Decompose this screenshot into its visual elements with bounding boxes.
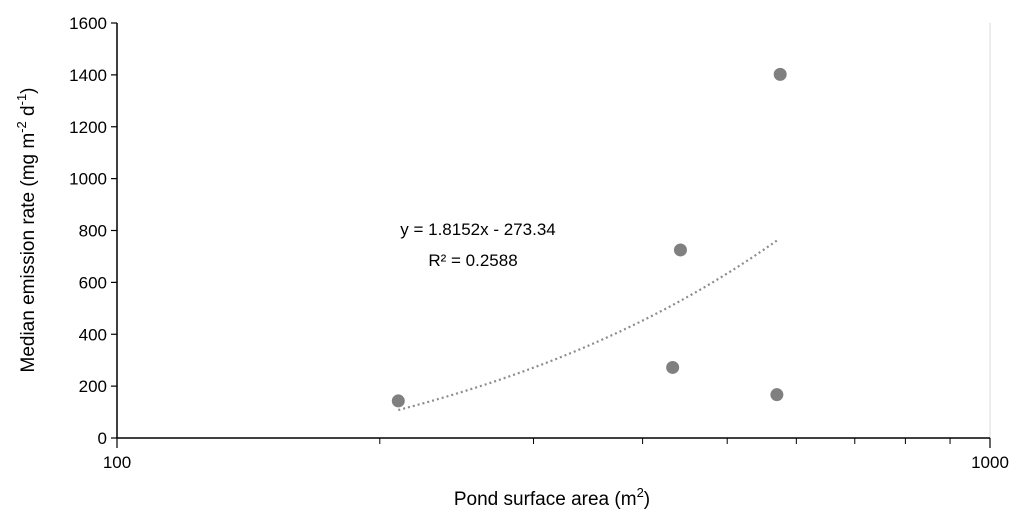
y-tick-label: 1600 xyxy=(69,14,107,33)
y-tick-label: 1000 xyxy=(69,170,107,189)
trendline xyxy=(398,239,778,412)
x-tick-label: 100 xyxy=(103,453,131,472)
y-tick-label: 600 xyxy=(79,273,107,292)
x-axis-title: Pond surface area (m2) xyxy=(454,485,650,510)
trendline-equation: y = 1.8152x - 273.34 xyxy=(400,220,555,239)
y-axis-ticks: 0 200 400 600 800 1000 1200 1400 1600 xyxy=(69,14,117,448)
trendline-r2: R² = 0.2588 xyxy=(428,251,517,270)
data-point xyxy=(391,394,405,408)
data-points xyxy=(391,67,787,408)
x-tick-label: 1000 xyxy=(971,453,1009,472)
x-axis-ticks: 100 1000 xyxy=(103,438,1009,472)
data-point xyxy=(673,243,687,257)
data-point xyxy=(770,388,784,402)
y-tick-label: 200 xyxy=(79,377,107,396)
y-tick-label: 800 xyxy=(79,222,107,241)
data-point xyxy=(773,67,787,81)
data-point xyxy=(666,360,680,374)
y-axis-title: Median emission rate (mg m-2 d-1) xyxy=(14,87,39,372)
y-tick-label: 400 xyxy=(79,325,107,344)
y-tick-label: 1200 xyxy=(69,118,107,137)
y-tick-label: 0 xyxy=(98,429,107,448)
trendline-layer xyxy=(398,239,778,412)
y-tick-label: 1400 xyxy=(69,66,107,85)
